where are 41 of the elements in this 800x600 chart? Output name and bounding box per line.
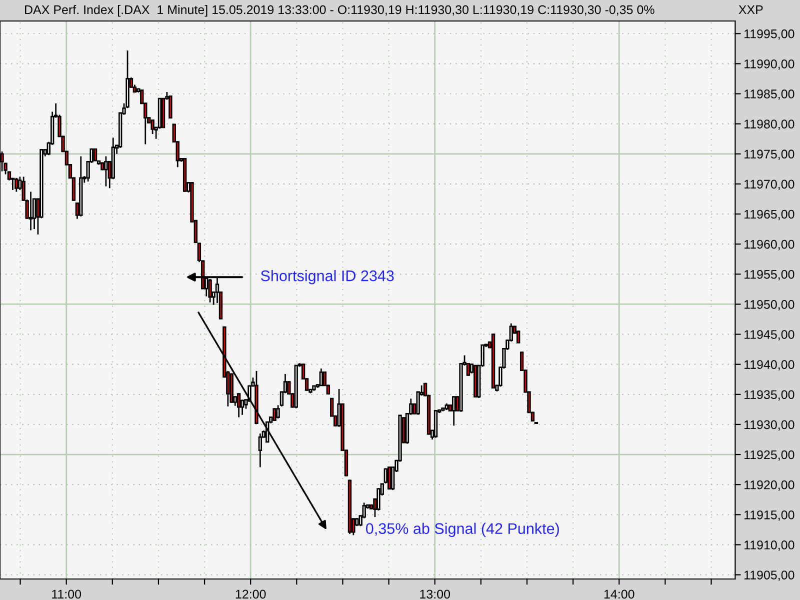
candlestick — [319, 368, 324, 387]
y-tick-label: 11940,00 — [744, 360, 794, 370]
y-tick-label: 11910,00 — [744, 540, 794, 551]
x-tick-label: 11:00 — [52, 590, 82, 599]
candlestick — [104, 156, 108, 188]
chart-title: DAX Perf. Index [.DAX 1 Minute] 15.05.2019 13:33:00 - O:11930,19 H:11930,30 L:11930,19 C:11930,30 -0,35 0% — [25, 4, 654, 17]
y-tick-label: 11960,00 — [744, 240, 794, 250]
y-tick-label: 11925,00 — [744, 450, 794, 461]
x-tick-label: 13:00 — [420, 590, 450, 599]
y-tick-label: 11955,00 — [744, 270, 794, 280]
y-tick-label: 11980,00 — [744, 120, 794, 130]
candlestick — [150, 118, 154, 135]
candlestick — [28, 191, 33, 231]
annotation: 0,35% ab Signal (42 Punkte) — [366, 522, 559, 538]
y-tick-label: 11965,00 — [744, 210, 794, 220]
candlestick — [516, 330, 520, 344]
y-tick-label: 11950,00 — [744, 300, 794, 310]
candlestick — [14, 177, 18, 192]
y-tick-label: 11935,00 — [744, 390, 794, 401]
candlestick — [272, 408, 276, 422]
annotation: Shortsignal ID 2343 — [260, 270, 394, 284]
candlestick — [236, 392, 241, 418]
y-tick-label: 11975,00 — [744, 150, 794, 160]
x-tick-label: 12:00 — [236, 590, 266, 599]
y-tick-label: 11990,00 — [744, 59, 794, 70]
y-tick-label: 11930,00 — [744, 420, 794, 431]
candlestick — [168, 95, 172, 119]
candlestick — [376, 488, 380, 512]
y-tick-label: 11920,00 — [744, 480, 794, 491]
y-tick-label: 11915,00 — [744, 510, 794, 521]
y-tick-label: 11970,00 — [744, 180, 794, 190]
candlestick — [258, 432, 262, 468]
y-tick-label: 11995,00 — [744, 29, 794, 40]
x-tick-label: 14:00 — [604, 590, 634, 599]
y-axis-title: XXP — [738, 5, 763, 14]
candlestick — [7, 170, 12, 182]
y-tick-label: 11905,00 — [744, 570, 794, 581]
y-tick-label: 11945,00 — [744, 330, 794, 340]
candlestick — [452, 396, 456, 426]
candlestick — [387, 466, 392, 490]
y-tick-label: 11985,00 — [744, 90, 794, 100]
